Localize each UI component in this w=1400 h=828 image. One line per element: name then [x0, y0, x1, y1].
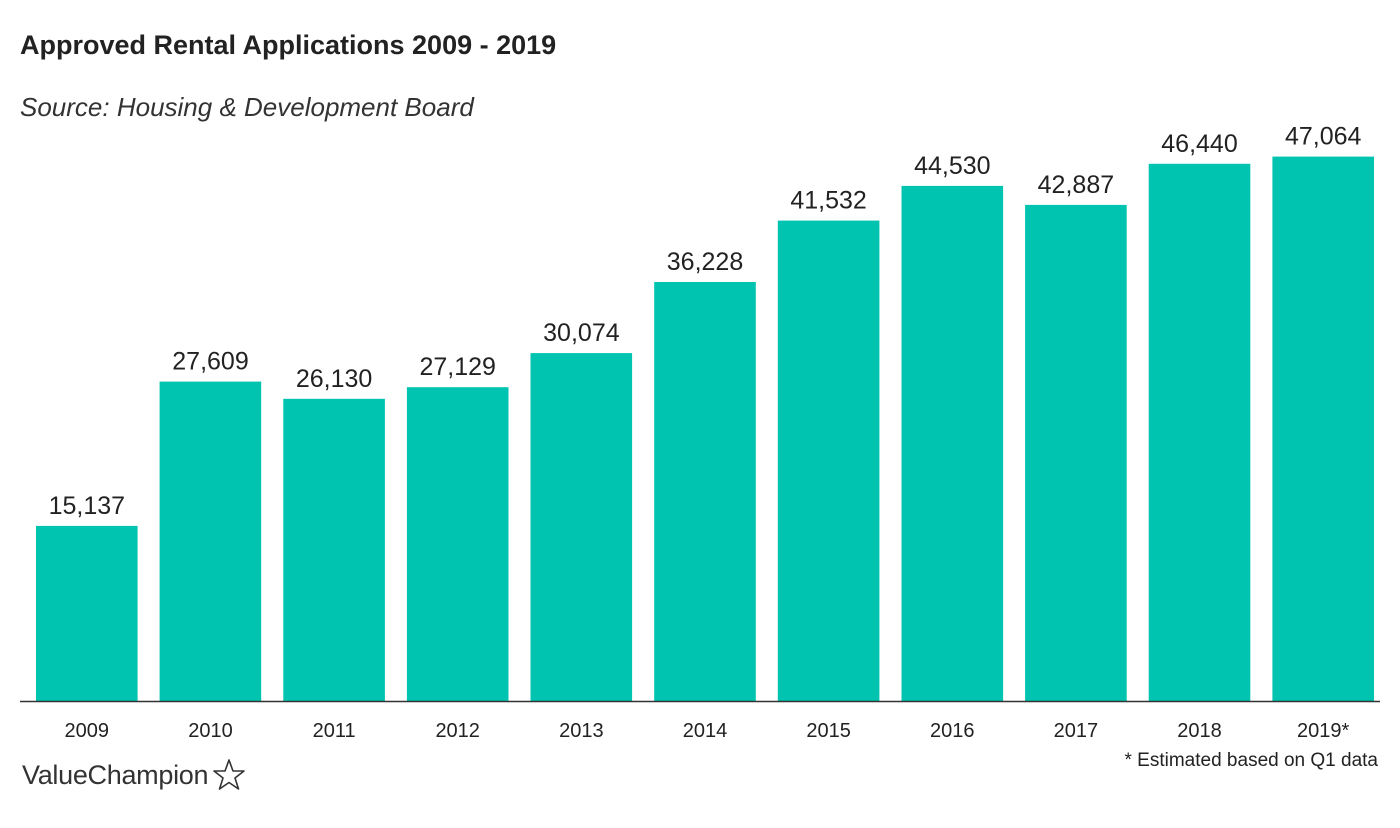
x-tick-label-2012: 2012 — [435, 720, 480, 742]
data-label-2009: 15,137 — [49, 492, 125, 520]
x-tick-label-2011: 2011 — [313, 720, 356, 742]
bar-2014 — [654, 282, 756, 701]
chart-title: Approved Rental Applications 2009 - 2019 — [20, 30, 557, 60]
brand-logo: ValueChampion — [22, 758, 246, 792]
data-label-2012: 27,129 — [419, 353, 495, 381]
x-tick-label-2015: 2015 — [806, 720, 851, 742]
bar-2019* — [1272, 156, 1374, 702]
data-label-2010: 27,609 — [172, 348, 248, 376]
x-tick-label-2010: 2010 — [188, 720, 233, 742]
x-tick-label-2014: 2014 — [683, 720, 728, 742]
data-label-2013: 30,074 — [543, 319, 620, 347]
bar-2010 — [159, 381, 262, 701]
bar-2011 — [283, 398, 385, 701]
x-tick-label-2018: 2018 — [1177, 720, 1222, 742]
x-tick-label-2013: 2013 — [559, 720, 604, 742]
x-tick-label-2019*: 2019* — [1297, 720, 1349, 742]
bar-2013 — [530, 353, 633, 701]
data-label-2019*: 47,064 — [1285, 123, 1362, 151]
footnote: * Estimated based on Q1 data — [1124, 750, 1379, 771]
star-outline-icon — [213, 759, 246, 790]
bar-2012 — [406, 387, 509, 701]
x-tick-label-2009: 2009 — [65, 720, 110, 742]
data-label-2015: 41,532 — [790, 187, 866, 215]
bar-2015 — [777, 220, 880, 701]
data-label-2016: 44,530 — [914, 152, 990, 180]
x-tick-label-2017: 2017 — [1054, 720, 1099, 742]
bar-2009 — [36, 525, 138, 701]
bar-2018 — [1148, 163, 1251, 702]
chart-subtitle: Source: Housing & Development Board — [20, 92, 474, 122]
data-label-2017: 42,887 — [1038, 171, 1114, 199]
bar-2016 — [901, 185, 1004, 701]
x-tick-label-2016: 2016 — [930, 720, 975, 742]
data-label-2011: 26,130 — [296, 365, 372, 393]
brand-name: ValueChampion — [22, 759, 209, 790]
bar-2017 — [1025, 204, 1127, 701]
data-label-2014: 36,228 — [667, 248, 743, 276]
data-label-2018: 46,440 — [1161, 130, 1237, 158]
